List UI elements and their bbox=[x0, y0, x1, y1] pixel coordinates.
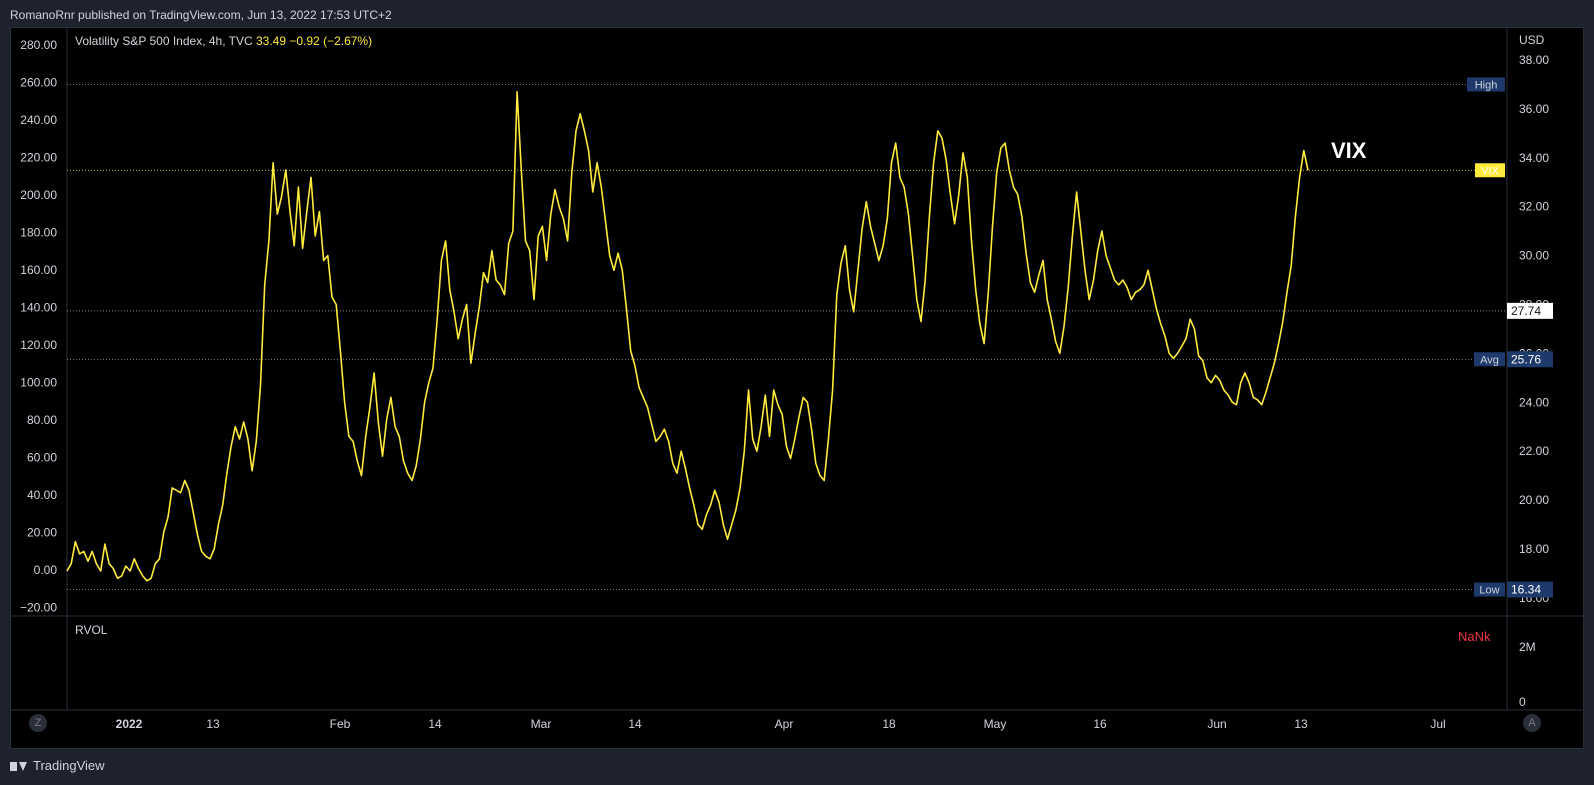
left-axis-tick: −20.00 bbox=[20, 601, 57, 615]
left-axis-tick: 260.00 bbox=[20, 76, 57, 90]
footer-brand: TradingView bbox=[33, 758, 105, 773]
footer: TradingView bbox=[10, 758, 105, 773]
time-axis-tick: May bbox=[984, 717, 1007, 731]
time-axis-tick: 18 bbox=[882, 717, 896, 731]
time-axis-tick: 2022 bbox=[116, 717, 143, 731]
marker-badge bbox=[1475, 163, 1505, 178]
publish-info: RomanoRnr published on TradingView.com, … bbox=[10, 8, 392, 22]
left-axis-tick: 200.00 bbox=[20, 188, 57, 202]
marker-badge-label: Low bbox=[1479, 585, 1499, 597]
marker-badge-label: Avg bbox=[1480, 354, 1499, 366]
left-axis-tick: 220.00 bbox=[20, 151, 57, 165]
left-axis-tick: 20.00 bbox=[27, 526, 57, 540]
right-axis-tick: 32.00 bbox=[1519, 200, 1549, 214]
right-axis-tick: 18.00 bbox=[1519, 542, 1549, 556]
time-axis-tick: Feb bbox=[330, 717, 351, 731]
vix-annotation: VIX bbox=[1331, 138, 1367, 163]
marker-badge bbox=[1474, 352, 1505, 367]
auto-scale-left-button[interactable]: Z bbox=[29, 714, 47, 732]
chart-legend: Volatility S&P 500 Index, 4h, TVC 33.49 … bbox=[75, 34, 372, 48]
price-label: 27.74 bbox=[1511, 304, 1541, 318]
left-axis-tick: 280.00 bbox=[20, 38, 57, 52]
vix-series-line bbox=[66, 90, 1309, 582]
right-axis-tick: 36.00 bbox=[1519, 102, 1549, 116]
right-axis-tick: 24.00 bbox=[1519, 395, 1549, 409]
time-axis-tick: 13 bbox=[1294, 717, 1308, 731]
marker-badge bbox=[1467, 77, 1505, 92]
left-axis-tick: 80.00 bbox=[27, 413, 57, 427]
left-axis-tick: 160.00 bbox=[20, 263, 57, 277]
currency-label: USD bbox=[1519, 33, 1545, 47]
time-axis-tick: 14 bbox=[628, 717, 642, 731]
rvol-axis-tick: 0 bbox=[1519, 695, 1526, 709]
left-axis-tick: 120.00 bbox=[20, 338, 57, 352]
time-axis-tick: Mar bbox=[531, 717, 552, 731]
price-label-bg bbox=[1507, 302, 1553, 319]
price-label-bg bbox=[1507, 351, 1553, 368]
tradingview-logo-icon bbox=[10, 761, 28, 771]
time-axis-tick: Apr bbox=[775, 717, 794, 731]
chart-frame[interactable]: 280.00 260.00 240.00 220.00 200.00 180.00 160.… bbox=[10, 27, 1585, 750]
legend-last-price: 33.49 bbox=[256, 34, 289, 48]
right-axis-tick: 30.00 bbox=[1519, 249, 1549, 263]
marker-badge-label: VIX bbox=[1481, 165, 1499, 177]
left-axis-tick: 140.00 bbox=[20, 301, 57, 315]
left-axis-tick: 60.00 bbox=[27, 451, 57, 465]
rvol-label: RVOL bbox=[75, 623, 108, 637]
marker-badge-label: High bbox=[1475, 79, 1498, 91]
left-axis-tick: 100.00 bbox=[20, 376, 57, 390]
rvol-axis-tick: 2M bbox=[1519, 640, 1536, 654]
price-label: 25.76 bbox=[1511, 352, 1541, 366]
time-axis-tick: Jul bbox=[1430, 717, 1445, 731]
left-axis-tick: 180.00 bbox=[20, 226, 57, 240]
price-label: 16.34 bbox=[1511, 583, 1541, 597]
right-axis-tick: 22.00 bbox=[1519, 444, 1549, 458]
left-axis-tick: 0.00 bbox=[34, 563, 58, 577]
time-axis-tick: Jun bbox=[1207, 717, 1226, 731]
time-axis-tick: 13 bbox=[206, 717, 220, 731]
time-axis-tick: 14 bbox=[428, 717, 442, 731]
marker-badge bbox=[1474, 582, 1505, 597]
auto-scale-right-button[interactable]: A bbox=[1523, 714, 1541, 732]
price-label-bg bbox=[1507, 581, 1553, 598]
right-axis-tick: 38.00 bbox=[1519, 53, 1549, 67]
legend-symbol: Volatility S&P 500 Index, 4h, TVC bbox=[75, 34, 256, 48]
right-axis-tick: 34.00 bbox=[1519, 151, 1549, 165]
legend-change: −0.92 (−2.67%) bbox=[289, 34, 372, 48]
vix-chart[interactable]: 280.00260.00240.00220.00200.00180.00160.… bbox=[11, 28, 1585, 750]
right-axis-tick: 20.00 bbox=[1519, 493, 1549, 507]
left-axis-tick: 240.00 bbox=[20, 113, 57, 127]
left-axis-tick: 40.00 bbox=[27, 488, 57, 502]
time-axis-tick: 16 bbox=[1093, 717, 1107, 731]
rvol-value: NaNk bbox=[1458, 629, 1491, 644]
